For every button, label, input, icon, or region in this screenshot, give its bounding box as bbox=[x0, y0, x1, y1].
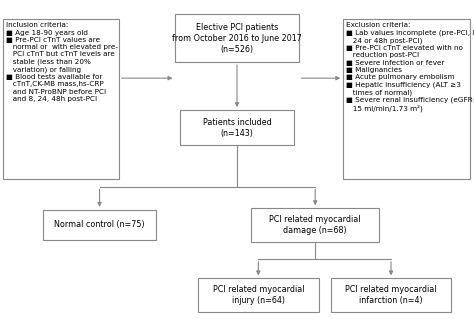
FancyBboxPatch shape bbox=[3, 19, 118, 179]
Text: Normal control (n=75): Normal control (n=75) bbox=[54, 220, 145, 229]
Text: PCI related myocardial
infarction (n=4): PCI related myocardial infarction (n=4) bbox=[345, 285, 437, 305]
Text: Inclusion criteria:
■ Age 18-90 years old
■ Pre-PCI cTnT values are
   normal or: Inclusion criteria: ■ Age 18-90 years ol… bbox=[6, 22, 118, 102]
Text: PCI related myocardial
damage (n=68): PCI related myocardial damage (n=68) bbox=[269, 215, 361, 235]
Text: Exclusion criteria:
■ Lab values incomplete (pre-PCI, 8,
   24 or 48h post-PCI)
: Exclusion criteria: ■ Lab values incompl… bbox=[346, 22, 474, 112]
FancyBboxPatch shape bbox=[175, 14, 299, 62]
FancyBboxPatch shape bbox=[331, 278, 451, 312]
FancyBboxPatch shape bbox=[343, 19, 470, 179]
FancyBboxPatch shape bbox=[180, 110, 294, 145]
FancyBboxPatch shape bbox=[198, 278, 319, 312]
Text: PCI related myocardial
injury (n=64): PCI related myocardial injury (n=64) bbox=[212, 285, 304, 305]
FancyBboxPatch shape bbox=[251, 208, 379, 242]
FancyBboxPatch shape bbox=[43, 210, 156, 240]
Text: Elective PCI patients
from October 2016 to June 2017
(n=526): Elective PCI patients from October 2016 … bbox=[172, 23, 302, 54]
Text: Patients included
(n=143): Patients included (n=143) bbox=[202, 117, 272, 138]
